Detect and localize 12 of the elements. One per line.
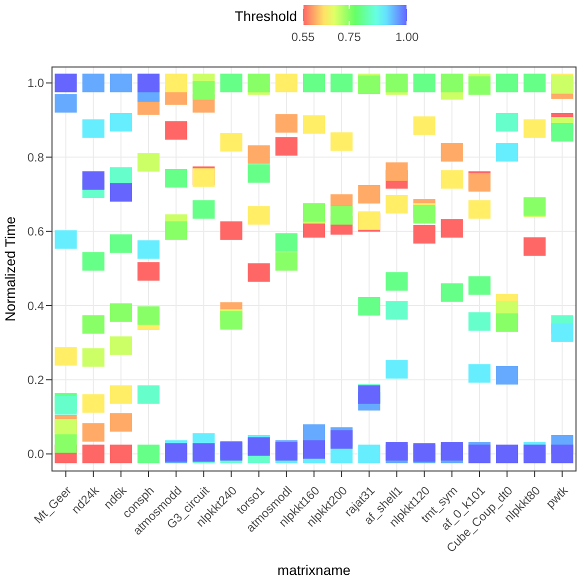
y-axis-title: Normalized Time — [2, 216, 18, 322]
y-tick-label: 0.0 — [27, 447, 44, 462]
y-tick-label: 0.8 — [27, 150, 44, 164]
y-tick-label: 0.2 — [27, 373, 44, 387]
y-tick-label: 1.0 — [27, 76, 44, 90]
x-axis-title: matrixname — [277, 562, 351, 578]
color-bar-label: 0.55 — [291, 30, 315, 44]
legend-title: Threshold — [234, 8, 297, 24]
color-bar-label: 0.75 — [338, 30, 362, 44]
color-bar-label: 1.00 — [395, 30, 419, 44]
y-tick-label: 0.6 — [27, 224, 44, 239]
y-tick-label: 0.4 — [27, 298, 44, 313]
